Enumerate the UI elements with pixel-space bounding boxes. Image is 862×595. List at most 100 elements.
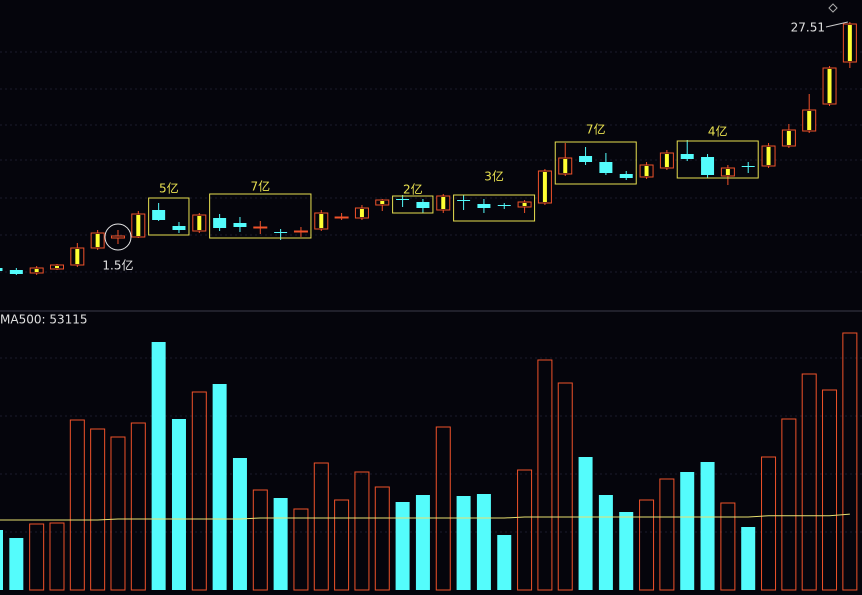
candle-body-inner bbox=[644, 166, 649, 176]
volume-bar bbox=[313, 462, 329, 591]
high-pointer bbox=[825, 21, 848, 28]
candle-body-inner bbox=[75, 249, 80, 264]
grid bbox=[0, 51, 862, 533]
volume-bar bbox=[619, 512, 634, 590]
candle-body bbox=[396, 199, 410, 200]
volume-bar bbox=[801, 373, 817, 591]
volume-bar bbox=[537, 359, 553, 591]
volume-bar bbox=[354, 471, 370, 591]
candle-body-inner bbox=[54, 266, 59, 268]
volume-bar bbox=[9, 538, 24, 590]
candle-body bbox=[457, 200, 471, 201]
candle-body bbox=[579, 156, 593, 162]
volume-bar bbox=[741, 527, 756, 590]
candle-body bbox=[233, 223, 247, 227]
annotation-box bbox=[453, 194, 536, 222]
annotation-label: 1.5亿 bbox=[102, 258, 133, 273]
volume-bar bbox=[415, 495, 430, 590]
candle-body bbox=[253, 226, 268, 229]
volume-bar bbox=[700, 462, 715, 590]
volume-bar bbox=[334, 499, 350, 591]
annotation-box bbox=[209, 193, 312, 239]
candle-body-inner bbox=[807, 111, 812, 130]
annotation-label: 7亿 bbox=[250, 179, 270, 194]
volume-ma-line bbox=[0, 513, 850, 521]
volume-bar bbox=[517, 469, 533, 591]
annotation-box bbox=[392, 195, 434, 214]
candle-body-inner bbox=[725, 169, 730, 175]
candle-body bbox=[599, 162, 613, 173]
volume-bar bbox=[110, 436, 126, 591]
volume-bar bbox=[781, 418, 797, 591]
annotation-circle bbox=[104, 223, 132, 251]
candle-body bbox=[0, 268, 3, 271]
volume-bar bbox=[232, 458, 247, 590]
candle-body-inner bbox=[34, 269, 39, 272]
volume-bar bbox=[456, 496, 471, 590]
candle-body-inner bbox=[522, 203, 527, 206]
candle-body bbox=[680, 154, 694, 159]
candle-body bbox=[274, 232, 288, 233]
candle-body-inner bbox=[664, 154, 669, 167]
annotation-label: 5亿 bbox=[159, 181, 179, 196]
candle-body-inner bbox=[380, 201, 385, 204]
candle-body-inner bbox=[359, 209, 364, 217]
candle-body bbox=[741, 166, 755, 167]
candle-body-inner bbox=[95, 234, 100, 247]
volume-bar bbox=[130, 422, 146, 591]
volume-bar bbox=[293, 508, 309, 591]
annotation-label: 7亿 bbox=[586, 122, 606, 137]
candle-body bbox=[110, 235, 125, 239]
annotation-box bbox=[554, 141, 637, 185]
candle-body bbox=[152, 210, 166, 220]
candle-body bbox=[9, 270, 23, 274]
volume-bar bbox=[598, 495, 613, 590]
candle-body-inner bbox=[847, 25, 852, 61]
volume-bar bbox=[680, 472, 695, 590]
volume-bar bbox=[476, 494, 491, 590]
volume-bar bbox=[69, 419, 85, 591]
annotation-box bbox=[676, 140, 759, 179]
volume-bar bbox=[90, 428, 106, 591]
candle-body bbox=[172, 226, 186, 230]
volume-bar bbox=[374, 486, 390, 591]
diamond-icon[interactable] bbox=[828, 3, 838, 13]
volume-bar bbox=[0, 530, 3, 590]
volume-bar bbox=[639, 499, 655, 591]
candle-body bbox=[497, 205, 511, 206]
annotation-box bbox=[148, 197, 190, 236]
candle-body-inner bbox=[441, 197, 446, 209]
volume-bar bbox=[273, 498, 288, 590]
candle-body bbox=[701, 157, 715, 175]
volume-bar bbox=[822, 389, 838, 591]
candle-body-inner bbox=[319, 214, 324, 228]
candle-body bbox=[334, 216, 349, 219]
candle-body bbox=[213, 218, 227, 228]
volume-bar bbox=[557, 382, 573, 591]
volume-bar bbox=[842, 332, 858, 591]
volume-bar bbox=[578, 457, 593, 590]
volume-bar bbox=[191, 391, 207, 591]
annotation-label: 2亿 bbox=[403, 182, 423, 197]
volume-bar bbox=[151, 342, 166, 590]
candle-body-inner bbox=[542, 172, 547, 202]
volume-ma-label: MA500: 53115 bbox=[0, 313, 88, 327]
candle-body-inner bbox=[766, 147, 771, 165]
annotation-label: 4亿 bbox=[708, 124, 728, 139]
volume-bar bbox=[497, 535, 512, 590]
volume-bar bbox=[659, 478, 675, 591]
candle-body bbox=[477, 204, 491, 208]
volume-bar bbox=[720, 502, 736, 591]
volume-bar bbox=[49, 522, 65, 591]
volume-bar bbox=[252, 489, 268, 591]
candle-body-inner bbox=[197, 216, 202, 230]
candle-body-inner bbox=[136, 215, 141, 236]
candle-body-inner bbox=[563, 159, 568, 173]
volume-bar bbox=[171, 419, 186, 590]
candle-body bbox=[293, 230, 308, 233]
volume-bar bbox=[761, 456, 777, 591]
candle-body-inner bbox=[827, 69, 832, 103]
high-label: 27.51 bbox=[791, 21, 825, 35]
volume-bar bbox=[212, 384, 227, 590]
